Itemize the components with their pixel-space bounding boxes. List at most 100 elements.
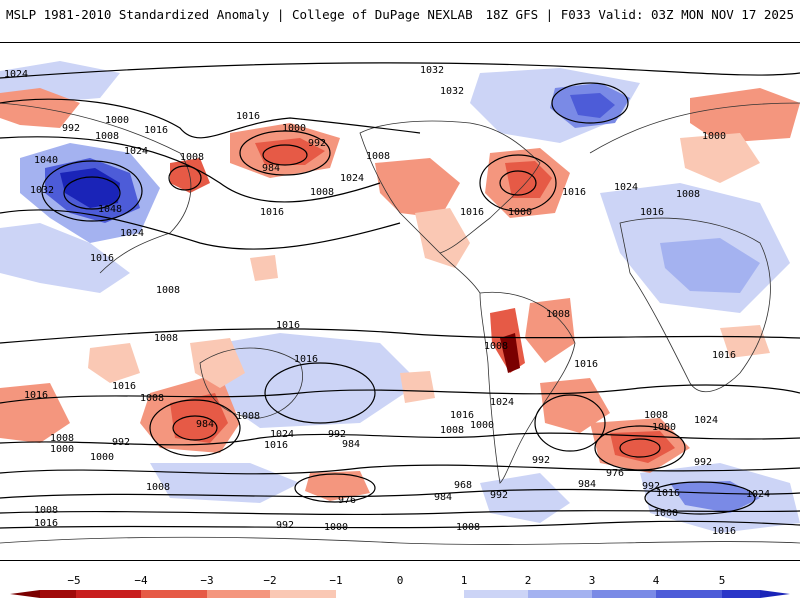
isobar-label: 1000: [652, 422, 676, 433]
isobar-label: 1008: [180, 152, 204, 163]
isobar-label: 992: [532, 455, 550, 466]
isobar-label: 1016: [260, 207, 284, 218]
isobar-label: 992: [112, 437, 130, 448]
isobar: [0, 62, 800, 79]
isobar-label: 1008: [154, 333, 178, 344]
colorbar-swatches: [10, 590, 790, 598]
isobar: [63, 176, 121, 210]
isobar-label: 984: [262, 163, 280, 174]
negative-anomaly-areas: [0, 88, 800, 501]
isobar: [0, 384, 800, 404]
colorbar-tick: −5: [67, 574, 80, 587]
isobar-label: 1016: [562, 187, 586, 198]
positive-anomaly-area: [0, 223, 130, 293]
isobar-label: 1024: [694, 415, 718, 426]
isobar: [0, 432, 800, 446]
isobar-label: 992: [308, 138, 326, 149]
negative-anomaly-area: [170, 393, 228, 443]
isobar-label: 992: [328, 429, 346, 440]
isobar-label: 992: [62, 123, 80, 134]
isobar-label: 1000: [105, 115, 129, 126]
anomaly-colorbar: −5 −4 −3 −2 −1 0 1 2 3 4 5: [10, 574, 790, 598]
isobar: [0, 510, 800, 516]
coastline-north-america: [359, 120, 541, 254]
colorbar-swatch: [722, 590, 760, 598]
isobar-label: 1016: [640, 207, 664, 218]
isobar: [294, 473, 376, 503]
coastline-south-america: [479, 291, 576, 484]
isobar-label: 1024: [4, 69, 28, 80]
colorbar-tick: −1: [329, 574, 342, 587]
isobar-label: 1024: [490, 397, 514, 408]
negative-anomaly-area: [305, 471, 370, 501]
isobar-label: 984: [578, 479, 596, 490]
isobar-label: 1008: [546, 309, 570, 320]
colorbar-swatch: [40, 590, 76, 598]
isobar: [0, 209, 401, 250]
colorbar-swatch: [76, 590, 141, 598]
colorbar-arrow-negative: [10, 590, 40, 598]
isobar-label: 1032: [420, 65, 444, 76]
isobar-label: 1008: [156, 285, 180, 296]
isobar: [262, 144, 308, 166]
isobar-label: 1016: [144, 125, 168, 136]
isobar-label: 1016: [236, 111, 260, 122]
isobar-label: 992: [276, 520, 294, 531]
isobar-label: 1008: [440, 425, 464, 436]
isobar: [0, 98, 421, 139]
positive-anomaly-areas: [0, 61, 800, 533]
colorbar-tick-labels: −5 −4 −3 −2 −1 0 1 2 3 4 5: [67, 574, 725, 587]
isobar-label: 1048: [98, 204, 122, 215]
coastline-eurasia: [0, 102, 800, 274]
isobar-label: 1000: [50, 444, 74, 455]
isobar-label: 1024: [614, 182, 638, 193]
positive-anomaly-area: [210, 333, 420, 428]
isobar-label: 984: [342, 439, 360, 450]
isobar-label: 1008: [146, 482, 170, 493]
isobar-label: 1016: [460, 207, 484, 218]
isobar-label: 992: [490, 490, 508, 501]
negative-anomaly-area: [88, 343, 140, 383]
isobar: [619, 438, 661, 458]
isobar: [264, 362, 376, 424]
isobar-label: 1016: [34, 518, 58, 529]
isobar-label: 1008: [34, 505, 58, 516]
negative-anomaly-area: [190, 338, 245, 388]
isobar-label: 1016: [712, 526, 736, 537]
isobar-label: 1000: [90, 452, 114, 463]
isobar: [0, 488, 800, 499]
isobar: [149, 399, 241, 457]
isobar-label: 1024: [270, 429, 294, 440]
colorbar-swatch: [464, 590, 528, 598]
isobar: [0, 520, 800, 529]
isobar-label: 1024: [746, 489, 770, 500]
colorbar-tick: 4: [653, 574, 660, 587]
isobar-label: 984: [434, 492, 452, 503]
positive-anomaly-area: [660, 238, 760, 293]
colorbar-swatch: [207, 590, 270, 598]
isobar: [239, 130, 331, 176]
colorbar-tick: −2: [263, 574, 276, 587]
isobar-labels: 1024 1032 1032 992 1000 1008 1016 1024 1…: [4, 65, 770, 537]
isobar-label: 1016: [24, 390, 48, 401]
isobars: [0, 62, 800, 529]
isobar-label: 1008: [366, 151, 390, 162]
negative-anomaly-area: [500, 333, 520, 373]
isobar-label: 1000: [702, 131, 726, 142]
negative-anomaly-area: [720, 325, 770, 358]
isobar: [594, 425, 686, 471]
isobar-label: 1040: [34, 155, 58, 166]
isobar: [0, 136, 381, 203]
colorbar-tick: 0: [397, 574, 404, 587]
isobar-label: 984: [196, 419, 214, 430]
colorbar-tick: −4: [134, 574, 148, 587]
isobar-label: 1032: [30, 185, 54, 196]
coastline-antarctica: [0, 536, 800, 545]
isobar-label: 1024: [120, 228, 144, 239]
negative-anomaly-area: [250, 255, 278, 281]
positive-anomaly-area: [570, 93, 615, 118]
isobar-label: 976: [606, 468, 624, 479]
isobar-label: 1016: [264, 440, 288, 451]
isobar-label: 1008: [236, 411, 260, 422]
colorbar-swatch: [336, 590, 464, 598]
